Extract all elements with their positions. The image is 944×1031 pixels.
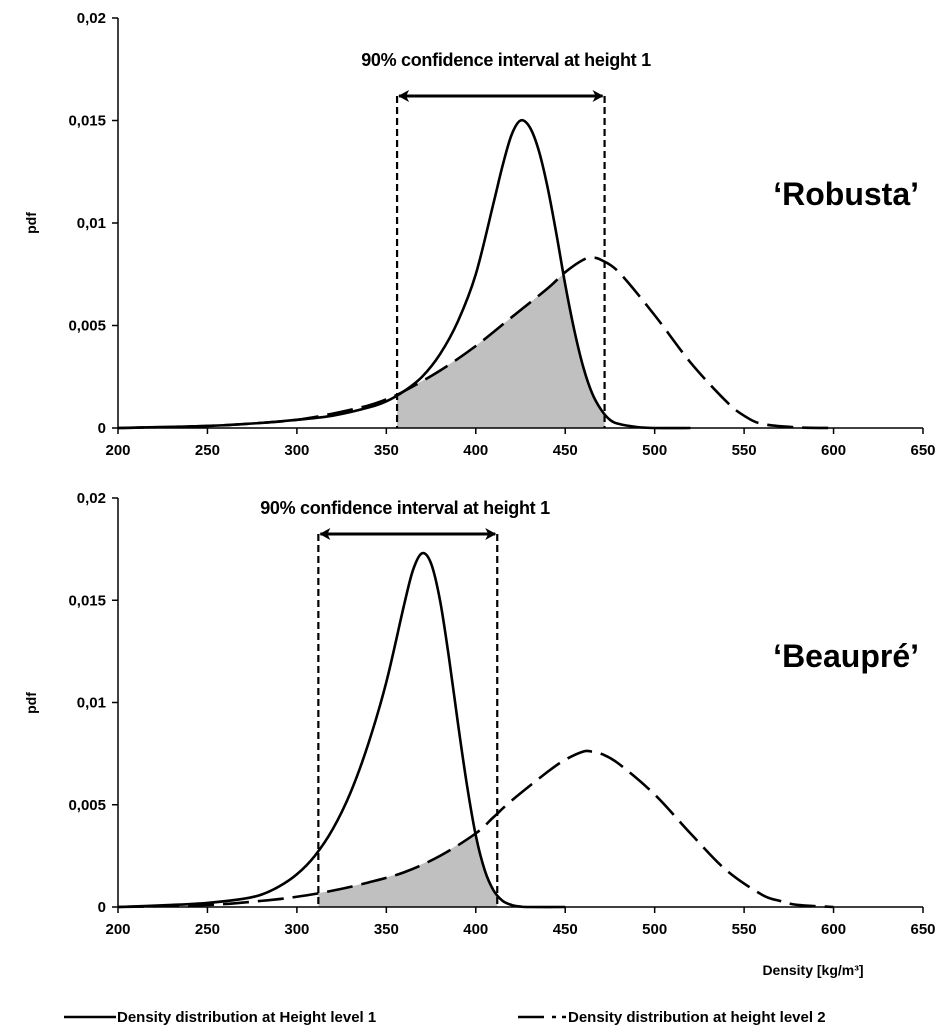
x-axis-label: Density [kg/m³]	[762, 962, 863, 978]
series-line-height-level-1	[117, 118, 691, 430]
x-tick-label: 650	[910, 921, 935, 938]
axes	[112, 497, 924, 913]
overlap-shade	[397, 274, 605, 428]
cultivar-label: ‘Beaupré’	[773, 638, 919, 674]
x-tick-label: 250	[195, 442, 220, 459]
legend-label-height-2: Density distribution at height level 2	[568, 1009, 826, 1026]
x-tick-label: 550	[732, 442, 757, 459]
y-tick-label: 0,01	[77, 695, 106, 712]
x-tick-labels: 200 250 300 350 400 450 500 550 600 650	[105, 921, 935, 938]
x-tick-label: 200	[105, 442, 130, 459]
y-tick-label: 0,005	[68, 797, 106, 814]
y-tick-label: 0,02	[77, 10, 106, 27]
series-line-height-level-1	[117, 551, 566, 909]
legend-label-height-1: Density distribution at Height level 1	[117, 1009, 376, 1026]
confidence-interval-markers	[317, 528, 499, 907]
y-tick-labels: 0 0,005 0,01 0,015 0,02	[68, 10, 106, 437]
x-tick-label: 650	[910, 442, 935, 459]
y-tick-label: 0,005	[68, 318, 106, 335]
y-tick-label: 0	[98, 420, 106, 437]
series-group	[117, 118, 834, 430]
chart-panel-beaupre: 200 250 300 350 400 450 500 550 600 650 0 0,005 0,0…	[23, 490, 936, 978]
shaded-overlap-area	[397, 274, 605, 428]
x-tick-label: 350	[374, 442, 399, 459]
y-tick-label: 0,015	[68, 113, 106, 130]
x-tick-label: 200	[105, 921, 130, 938]
y-axis-label: pdf	[23, 212, 39, 234]
x-tick-label: 600	[821, 442, 846, 459]
chart-panel-robusta: 200 250 300 350 400 450 500 550 600 650 0 0,005 0,0…	[23, 10, 936, 459]
y-tick-label: 0,02	[77, 490, 106, 507]
x-tick-label: 400	[463, 921, 488, 938]
y-tick-labels: 0 0,005 0,01 0,015 0,02	[68, 490, 106, 916]
cultivar-label: ‘Robusta’	[773, 176, 919, 212]
x-tick-label: 500	[642, 921, 667, 938]
x-tick-label: 400	[463, 442, 488, 459]
y-tick-label: 0,01	[77, 215, 106, 232]
x-tick-label: 450	[553, 921, 578, 938]
x-tick-label: 500	[642, 442, 667, 459]
x-tick-label: 450	[553, 442, 578, 459]
legend: Density distribution at Height level 1 D…	[64, 1009, 826, 1026]
ci-annotation: 90% confidence interval at height 1	[260, 498, 550, 518]
x-tick-label: 350	[374, 921, 399, 938]
x-tick-label: 550	[732, 921, 757, 938]
x-tick-label: 600	[821, 921, 846, 938]
axes	[112, 17, 924, 434]
y-tick-label: 0	[98, 899, 106, 916]
series-line-height-level-2	[117, 256, 834, 430]
series-group	[117, 551, 834, 909]
ci-annotation: 90% confidence interval at height 1	[361, 50, 651, 70]
x-tick-label: 300	[284, 921, 309, 938]
x-tick-label: 250	[195, 921, 220, 938]
series-line-height-level-2	[117, 749, 834, 909]
y-tick-label: 0,015	[68, 592, 106, 609]
x-tick-labels: 200 250 300 350 400 450 500 550 600 650	[105, 442, 935, 459]
y-axis-label: pdf	[23, 692, 39, 714]
x-tick-label: 300	[284, 442, 309, 459]
